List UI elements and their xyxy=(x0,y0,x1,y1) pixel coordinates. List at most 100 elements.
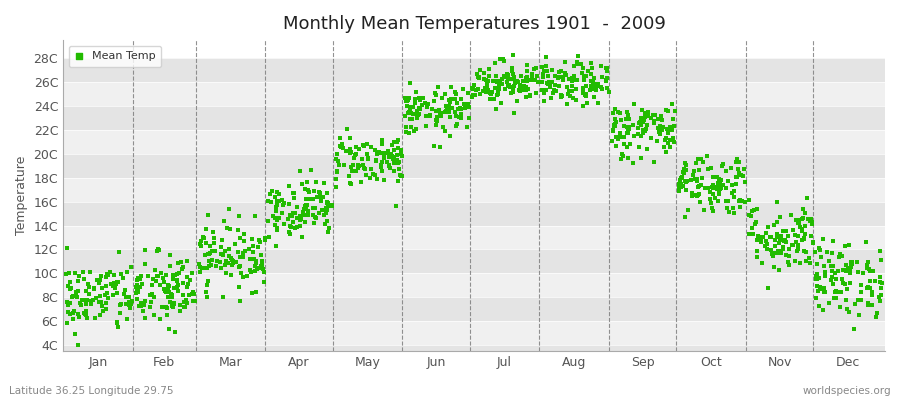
Point xyxy=(118,286,132,293)
Point xyxy=(386,147,400,153)
Point xyxy=(356,142,370,148)
Point xyxy=(691,156,706,162)
Point xyxy=(718,198,733,204)
Point xyxy=(370,176,384,182)
Point xyxy=(640,122,654,129)
Point xyxy=(461,89,475,96)
Point xyxy=(382,163,396,170)
Point xyxy=(400,103,414,109)
Point xyxy=(270,224,284,231)
Point xyxy=(298,203,312,209)
Point xyxy=(251,237,266,243)
Point xyxy=(154,270,168,276)
Point xyxy=(616,153,630,159)
Point xyxy=(850,259,865,266)
Point xyxy=(472,91,487,97)
Point xyxy=(307,220,321,226)
Point xyxy=(443,98,457,105)
Point xyxy=(170,284,184,290)
Point xyxy=(449,91,464,98)
Point xyxy=(677,166,691,172)
Point xyxy=(679,162,693,169)
Point xyxy=(151,273,166,280)
Point xyxy=(365,170,380,177)
Point xyxy=(732,159,746,165)
Point xyxy=(689,193,704,199)
Point xyxy=(210,258,224,264)
Point xyxy=(68,288,83,295)
Point xyxy=(652,130,667,137)
Point xyxy=(770,234,784,240)
Point xyxy=(401,109,416,115)
Point xyxy=(318,220,332,227)
Point xyxy=(205,248,220,254)
Point xyxy=(222,226,237,232)
Point xyxy=(676,182,690,189)
Point xyxy=(795,226,809,232)
Point xyxy=(799,258,814,264)
Point xyxy=(587,94,601,100)
Point xyxy=(786,227,800,233)
Point xyxy=(817,263,832,270)
Point xyxy=(232,298,247,304)
Point xyxy=(282,183,296,189)
Point xyxy=(199,264,213,271)
Point xyxy=(184,291,199,298)
Point xyxy=(620,128,634,134)
Point xyxy=(282,201,296,207)
Point xyxy=(320,218,334,224)
Point xyxy=(688,160,703,166)
Point xyxy=(790,217,805,224)
Point xyxy=(62,270,77,276)
Point xyxy=(819,249,833,255)
Point xyxy=(621,155,635,161)
Point xyxy=(264,198,278,205)
Point xyxy=(611,136,625,142)
Point xyxy=(161,326,176,332)
Point xyxy=(706,208,720,214)
Point xyxy=(773,214,788,220)
Point xyxy=(130,288,144,294)
Point xyxy=(138,298,152,304)
Point xyxy=(187,291,202,297)
Point xyxy=(185,288,200,295)
Point xyxy=(418,100,432,106)
Point xyxy=(579,83,593,90)
Point xyxy=(154,304,168,310)
Point xyxy=(554,92,568,98)
Point xyxy=(461,101,475,108)
Point xyxy=(272,197,286,204)
Point xyxy=(312,189,327,195)
Point xyxy=(415,102,429,108)
Point xyxy=(822,300,836,306)
Point xyxy=(162,283,176,289)
Point xyxy=(312,190,327,196)
Point xyxy=(111,278,125,285)
Point xyxy=(270,227,284,233)
Point xyxy=(412,105,427,111)
Point xyxy=(598,64,613,71)
Point xyxy=(840,306,854,312)
Point xyxy=(477,76,491,82)
Point xyxy=(133,300,148,306)
Point xyxy=(856,270,870,276)
Point xyxy=(80,281,94,287)
Point xyxy=(766,253,780,259)
Point xyxy=(750,206,764,212)
Point xyxy=(444,96,458,102)
Point xyxy=(123,304,138,311)
Point xyxy=(497,58,511,64)
Point xyxy=(98,273,112,280)
Point xyxy=(684,177,698,183)
Point xyxy=(400,97,415,103)
Point xyxy=(684,190,698,196)
Point xyxy=(343,150,357,156)
Text: worldspecies.org: worldspecies.org xyxy=(803,386,891,396)
Point xyxy=(860,284,875,291)
Point xyxy=(560,84,574,90)
Point xyxy=(712,181,726,187)
Point xyxy=(107,272,122,279)
Point xyxy=(853,297,868,303)
Point xyxy=(577,73,591,80)
Point xyxy=(688,192,702,198)
